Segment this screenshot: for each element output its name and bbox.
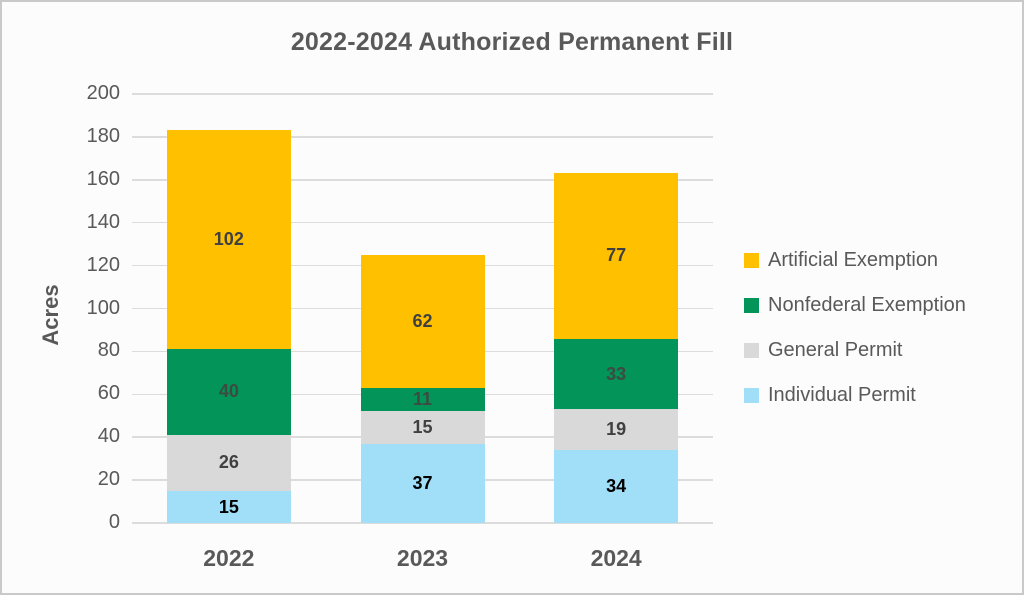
legend-label: Nonfederal Exemption: [768, 294, 966, 316]
bar-segment: 37: [360, 443, 485, 523]
bar-segment-value-label: 37: [412, 472, 433, 493]
bar-segment-value-label: 15: [412, 417, 433, 438]
bar-segment: 11: [360, 387, 485, 412]
legend-item: Artificial Exemption: [744, 238, 966, 283]
legend-item: Nonfederal Exemption: [744, 283, 966, 328]
bar-segment: 62: [360, 254, 485, 388]
legend-swatch-icon: [744, 343, 759, 358]
y-axis-tick-label: 200: [86, 82, 120, 104]
y-axis-tick-label: 160: [86, 167, 120, 190]
legend-swatch-icon: [744, 298, 759, 313]
legend-swatch-icon: [744, 253, 759, 268]
chart-title: 2022-2024 Authorized Permanent Fill: [290, 28, 734, 56]
bar-segment: 40: [166, 349, 291, 436]
x-axis-tick-label: 2024: [590, 545, 642, 571]
legend-swatch-icon: [744, 388, 759, 403]
gridline: [132, 179, 713, 181]
x-axis-tick-label: 2022: [203, 545, 255, 571]
bar-segment-value-label: 15: [218, 496, 239, 517]
y-axis-tick-label: 20: [97, 468, 120, 491]
bar-segment-value-label: 34: [606, 476, 627, 497]
bar-segment: 34: [554, 450, 679, 523]
bar-segment: 19: [554, 409, 679, 451]
y-axis-tick-label: 140: [86, 210, 120, 233]
bar-segment: 15: [360, 411, 485, 444]
bar-segment: 26: [166, 435, 291, 491]
bar-segment: 33: [554, 338, 679, 410]
gridline: [132, 221, 713, 224]
bar-segment-value-label: 19: [606, 419, 627, 440]
y-axis-tick-label: 100: [86, 296, 120, 319]
bar-segment: 102: [166, 130, 291, 350]
y-axis-tick-label: 120: [86, 253, 120, 276]
legend-item: Individual Permit: [744, 373, 966, 418]
y-axis-tick-label: 60: [97, 382, 120, 405]
y-axis-tick-label: 80: [97, 339, 120, 362]
bar-segment-value-label: 77: [606, 245, 627, 266]
bar-segment-value-label: 26: [218, 452, 239, 473]
bar-segment: 15: [166, 490, 291, 523]
legend-item: General Permit: [744, 328, 966, 373]
bar-segment-value-label: 62: [412, 310, 433, 331]
y-axis-tick-label: 40: [97, 425, 120, 448]
bar-segment-value-label: 40: [218, 381, 239, 402]
bar-segment-value-label: 33: [606, 363, 627, 384]
bar-segment-value-label: 11: [412, 388, 433, 409]
bar-segment: 77: [554, 173, 679, 339]
bar-segment-value-label: 102: [213, 229, 244, 250]
y-axis-tick-label: 180: [86, 124, 120, 147]
legend: Artificial Exemption Nonfederal Exemption…: [744, 238, 966, 418]
legend-label: Artificial Exemption: [768, 249, 939, 271]
legend-label: Individual Permit: [768, 384, 916, 406]
gridline: [132, 136, 713, 138]
gridline: [132, 522, 713, 524]
y-axis-tick-label: 0: [108, 511, 120, 533]
gridline: [132, 93, 713, 95]
legend-label: General Permit: [768, 339, 903, 361]
x-axis-tick-label: 2023: [396, 545, 449, 571]
